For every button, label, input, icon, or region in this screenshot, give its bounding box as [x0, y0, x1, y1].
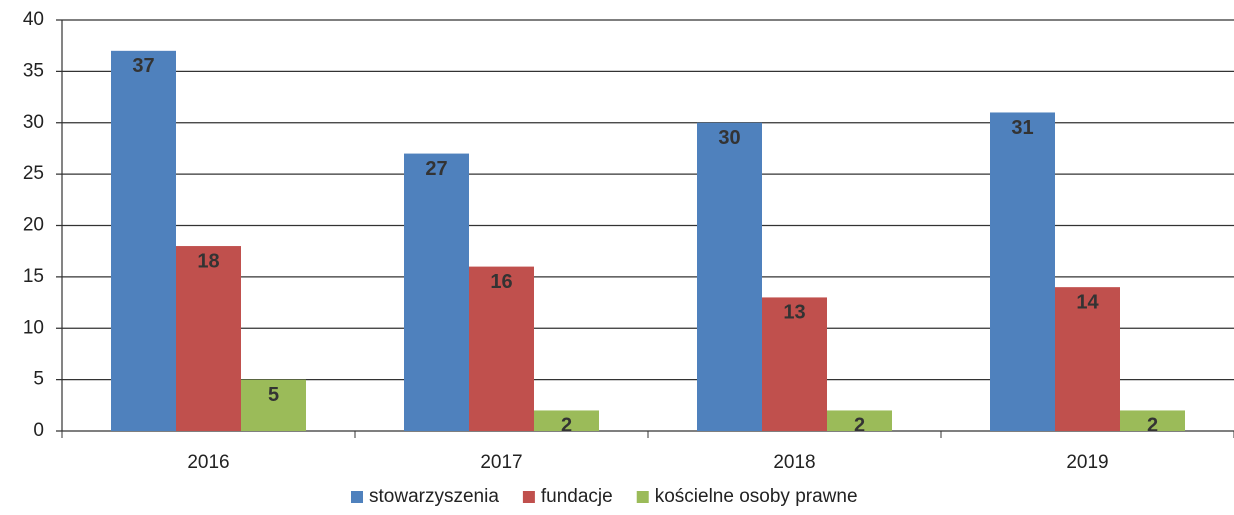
legend-swatch: [636, 491, 649, 503]
data-label: 37: [132, 55, 154, 77]
data-label: 31: [1011, 117, 1033, 139]
y-tick-label: 30: [23, 112, 44, 133]
data-label: 2: [1147, 415, 1158, 437]
data-label: 2: [561, 415, 572, 437]
y-tick-label: 40: [23, 9, 44, 30]
data-label: 5: [268, 384, 279, 406]
y-tick-label: 0: [33, 420, 44, 441]
bar: [534, 410, 599, 431]
legend-swatch: [351, 491, 363, 503]
legend-label: fundacje: [541, 486, 613, 507]
y-tick-label: 35: [23, 60, 44, 81]
legend-label: kościelne osoby prawne: [655, 486, 858, 507]
x-tick-label: 2018: [773, 452, 815, 473]
x-tick-label: 2019: [1066, 452, 1108, 473]
bar: [176, 246, 241, 431]
data-label: 27: [425, 158, 447, 180]
data-label: 14: [1076, 291, 1099, 313]
bar: [111, 50, 176, 431]
data-label: 13: [783, 302, 805, 324]
x-tick-label: 2017: [480, 452, 522, 473]
bar: [990, 112, 1055, 431]
bar: [241, 379, 306, 431]
bar: [404, 153, 469, 431]
x-tick-label: 2016: [187, 452, 229, 473]
data-label: 18: [197, 250, 219, 272]
bar: [1120, 410, 1185, 431]
bar: [827, 410, 892, 431]
y-tick-label: 5: [33, 369, 44, 390]
y-tick-label: 25: [23, 163, 44, 184]
data-label: 30: [718, 127, 740, 149]
legend-swatch: [522, 491, 535, 503]
legend-label: stowarzyszenia: [369, 486, 499, 507]
bar: [1055, 287, 1120, 431]
y-tick-label: 10: [23, 317, 44, 338]
bar: [697, 122, 762, 431]
bar: [469, 266, 534, 431]
y-tick-label: 15: [23, 266, 44, 287]
data-label: 16: [490, 271, 512, 293]
y-tick-label: 20: [23, 215, 44, 236]
data-label: 2: [854, 415, 865, 437]
bar: [762, 297, 827, 431]
